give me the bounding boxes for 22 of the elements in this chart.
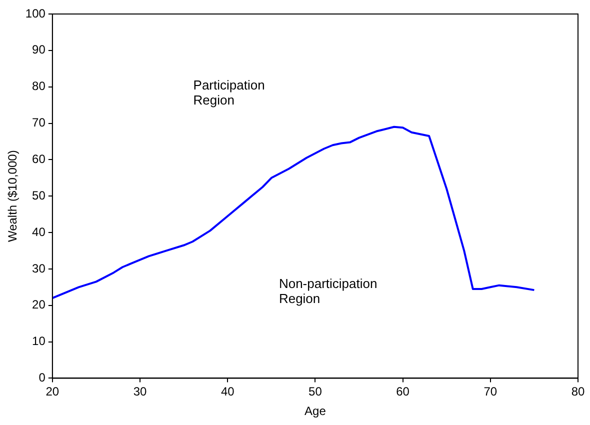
x-axis-title: Age [304, 404, 326, 418]
x-tick-label: 70 [484, 384, 498, 399]
y-tick-label: 50 [32, 188, 46, 202]
y-tick-label: 20 [32, 298, 46, 312]
y-tick-label: 90 [32, 42, 46, 57]
x-tick-label: 50 [308, 384, 322, 399]
y-tick-label: 60 [32, 152, 46, 166]
y-tick-label: 30 [32, 261, 46, 276]
y-tick-label: 40 [32, 224, 46, 239]
y-tick-label: 100 [25, 6, 46, 20]
x-tick-label: 30 [133, 384, 148, 399]
x-tick-label: 20 [46, 384, 60, 399]
x-tick-label: 60 [396, 384, 410, 399]
annotation: Non-participation Region [278, 276, 378, 306]
y-tick-label: 80 [32, 79, 46, 94]
y-tick-label: 0 [38, 370, 46, 385]
annotation: Participation Region [193, 78, 265, 108]
x-tick-label: 40 [220, 384, 235, 399]
y-tick-label: 70 [32, 116, 46, 130]
x-tick-label: 80 [571, 384, 585, 399]
y-tick-label: 10 [32, 334, 46, 348]
y-axis-title: Wealth ($10,000) [6, 150, 20, 242]
